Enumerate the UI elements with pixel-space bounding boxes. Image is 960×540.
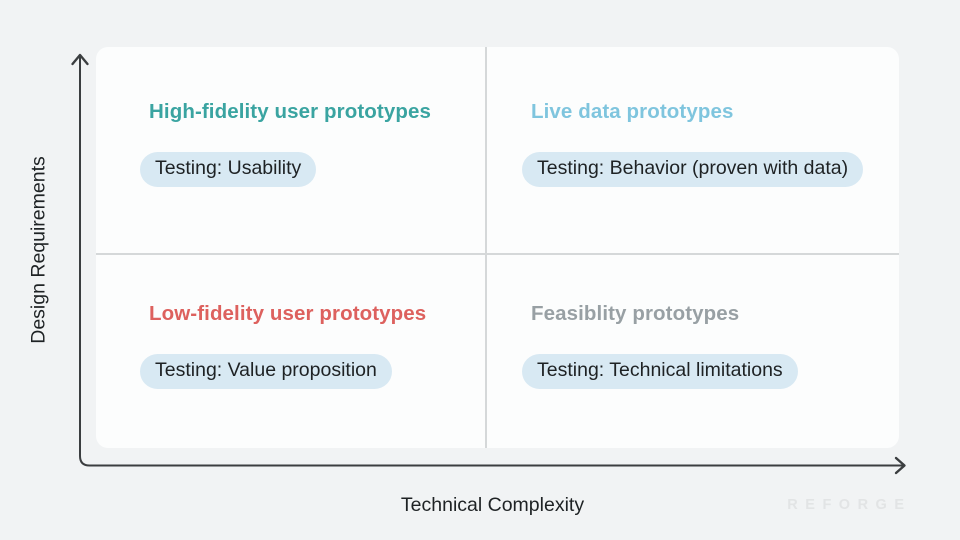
x-axis-label: Technical Complexity [400, 494, 585, 516]
reforge-logo: REFORGE [787, 497, 912, 513]
quadrant-title: Live data prototypes [531, 100, 734, 123]
testing-badge: Testing: Technical limitations [522, 354, 798, 389]
quadrant-title: Feasiblity prototypes [531, 302, 740, 325]
quadrant-low-fidelity-user-prototypes: Low-fidelity user prototypes Testing: Va… [96, 253, 485, 448]
quadrant-feasibility-prototypes: Feasiblity prototypes Testing: Technical… [485, 253, 899, 448]
quadrant-title: Low-fidelity user prototypes [149, 302, 427, 325]
y-axis-label: Design Requirements [27, 156, 50, 344]
matrix-card: High-fidelity user prototypes Testing: U… [96, 47, 899, 448]
quadrant-high-fidelity-user-prototypes: High-fidelity user prototypes Testing: U… [96, 47, 485, 253]
quadrant-title: High-fidelity user prototypes [149, 100, 431, 123]
y-axis-arrowhead [71, 53, 89, 66]
quadrant-live-data-prototypes: Live data prototypes Testing: Behavior (… [485, 47, 899, 253]
testing-badge: Testing: Usability [140, 152, 317, 187]
testing-badge: Testing: Value proposition [140, 354, 392, 389]
testing-badge: Testing: Behavior (proven with data) [522, 152, 864, 187]
x-axis-arrowhead [894, 456, 906, 475]
